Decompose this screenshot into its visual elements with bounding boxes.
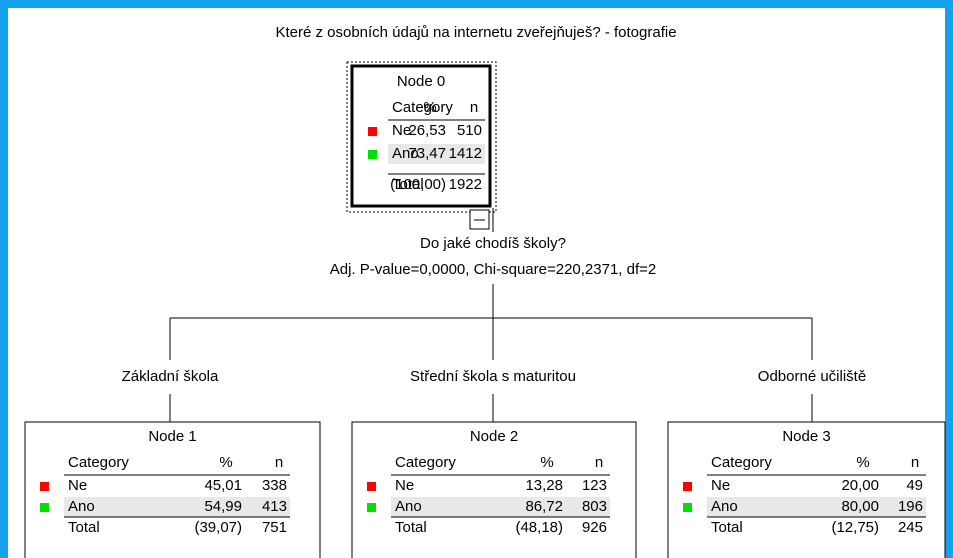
header-cell: Category <box>68 454 129 471</box>
cell: 1922 <box>449 176 482 193</box>
cell: Ano <box>711 498 738 515</box>
row-shade <box>391 497 610 517</box>
cell: 86,72 <box>525 498 563 515</box>
cell: Ne <box>392 122 411 139</box>
node-label: Node 3 <box>782 428 830 445</box>
cell: (12,75) <box>831 519 879 536</box>
cell: Total <box>395 519 427 536</box>
cell: 1412 <box>449 145 482 162</box>
cell: 20,00 <box>841 477 879 494</box>
cell: 73,47 <box>408 145 446 162</box>
node-box <box>24 421 321 558</box>
cell: 510 <box>457 122 482 139</box>
cell: 13,28 <box>525 477 563 494</box>
cell: 49 <box>906 477 923 494</box>
header-cell: Category <box>711 454 772 471</box>
cell: Total <box>392 176 424 193</box>
branch-label: Střední škola s maturitou <box>410 368 576 385</box>
row-shade <box>64 497 290 517</box>
cell: Total <box>68 519 100 536</box>
cell: 80,00 <box>841 498 879 515</box>
row-shade <box>707 497 926 517</box>
cell: (39,07) <box>194 519 242 536</box>
header-cell: % <box>423 99 436 116</box>
tree-title: Které z osobních údajů na internetu zveř… <box>275 24 676 41</box>
node-label: Node 0 <box>397 73 445 90</box>
header-cell: Category <box>392 99 453 116</box>
cell: Ano <box>395 498 422 515</box>
category-swatch <box>683 482 692 491</box>
row-shade <box>388 144 485 164</box>
cell: Ne <box>711 477 730 494</box>
split-stats: Adj. P-value=0,0000, Chi-square=220,2371… <box>330 261 656 278</box>
header-cell: % <box>540 454 553 471</box>
cell: 196 <box>898 498 923 515</box>
category-swatch <box>40 482 49 491</box>
cell: Ne <box>68 477 87 494</box>
cell: (48,18) <box>515 519 563 536</box>
cell: 45,01 <box>204 477 242 494</box>
category-swatch <box>683 503 692 512</box>
cell: 926 <box>582 519 607 536</box>
header-cell: n <box>911 454 919 471</box>
cell: Total <box>711 519 743 536</box>
category-swatch <box>368 150 377 159</box>
cell: 338 <box>262 477 287 494</box>
header-cell: n <box>595 454 603 471</box>
header-cell: n <box>275 454 283 471</box>
header-cell: % <box>856 454 869 471</box>
cell: Ano <box>392 145 419 162</box>
cell: Ano <box>68 498 95 515</box>
cell: 751 <box>262 519 287 536</box>
cell: 54,99 <box>204 498 242 515</box>
header-cell: n <box>470 99 478 116</box>
header-cell: % <box>219 454 232 471</box>
branch-label: Základní škola <box>122 368 219 385</box>
cell: 26,53 <box>408 122 446 139</box>
split-question: Do jaké chodíš školy? <box>420 235 566 252</box>
header-cell: Category <box>395 454 456 471</box>
branch-label: Odborné učiliště <box>758 368 866 385</box>
cell: 245 <box>898 519 923 536</box>
cell: (100,00) <box>390 176 446 193</box>
category-swatch <box>40 503 49 512</box>
cell: Ne <box>395 477 414 494</box>
category-swatch <box>367 503 376 512</box>
cell: 803 <box>582 498 607 515</box>
category-swatch <box>368 127 377 136</box>
category-swatch <box>367 482 376 491</box>
node-box <box>351 421 637 558</box>
node-box <box>667 421 946 558</box>
selection-outline <box>346 61 497 213</box>
node-label: Node 1 <box>148 428 196 445</box>
node-label: Node 2 <box>470 428 518 445</box>
cell: 123 <box>582 477 607 494</box>
cell: 413 <box>262 498 287 515</box>
